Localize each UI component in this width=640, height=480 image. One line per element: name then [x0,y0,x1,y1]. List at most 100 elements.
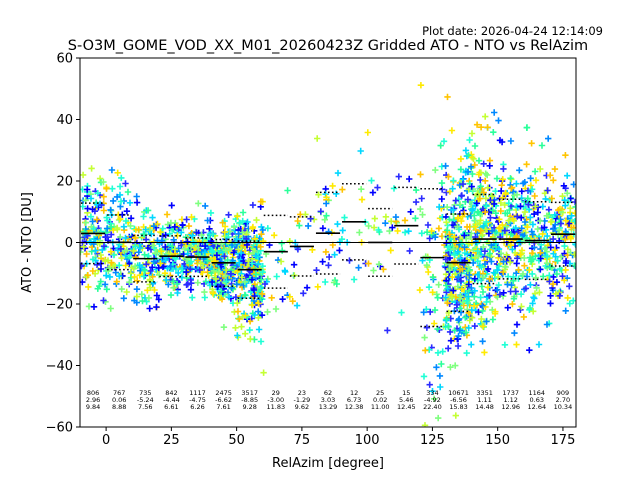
data-point [532,253,539,260]
data-point [553,279,561,286]
data-point [185,222,193,230]
data-point [323,194,330,201]
data-point [471,275,478,282]
data-point [486,250,493,257]
data-point [440,138,448,145]
bin-annotations: 8062.969.847670.068.88735-5.247.56842-4.… [86,389,572,411]
data-point [543,260,551,267]
data-point [515,266,522,273]
bin-count-label: 767 [113,389,125,397]
data-point [112,269,119,276]
bin-count-label: 735 [139,389,151,397]
data-point [375,261,383,268]
data-point [350,276,358,283]
data-point [505,200,512,207]
data-point [155,271,163,279]
data-point [537,249,544,256]
data-point [199,264,207,271]
data-point [122,180,129,187]
data-point [83,250,90,258]
data-point [223,278,230,285]
data-point [482,177,489,184]
data-point [492,228,499,236]
data-point [509,300,516,308]
data-point [528,186,536,193]
data-point [434,349,442,356]
data-point [553,270,561,278]
data-point [450,222,458,229]
data-point [532,274,539,281]
data-point [371,215,378,222]
data-point [142,236,150,243]
data-point [131,273,138,281]
data-point [140,213,147,220]
data-point [417,82,425,89]
data-point [303,284,311,291]
data-point [456,305,464,312]
data-point [482,208,489,216]
data-point [234,213,241,220]
data-point [562,307,569,314]
y-tick-label: 20 [56,175,73,190]
data-point [486,275,493,282]
data-point [201,242,209,250]
data-point [127,215,135,222]
data-point [225,211,232,218]
data-point [159,225,166,232]
data-point [286,238,293,245]
bin-std-label: 12.64 [527,403,546,411]
y-tick-label: 40 [56,113,73,128]
data-point [428,227,435,235]
data-point [564,246,571,253]
data-point [479,288,487,296]
data-point [252,271,260,278]
data-point [446,254,453,262]
data-point [479,231,486,239]
data-point [325,262,332,269]
data-point [561,277,568,284]
data-point [395,173,402,180]
data-point [487,214,494,221]
data-point [341,214,348,221]
data-point [204,217,211,224]
data-point [279,247,286,254]
bin-std-label: 9.84 [86,403,100,411]
data-point [209,286,216,293]
data-point [564,221,571,228]
data-point [168,202,175,209]
data-point [183,268,190,276]
data-point [382,220,389,227]
data-point [547,244,554,251]
data-point [490,129,497,136]
data-point [512,224,519,232]
data-point [529,231,536,238]
data-point [97,278,104,285]
bin-mean-label: 1.12 [503,396,517,404]
data-point [101,281,109,288]
data-point [480,243,487,251]
data-point [149,214,156,221]
data-point [536,217,544,225]
data-point [149,264,156,271]
data-point [527,281,534,288]
data-point [431,306,439,314]
data-point [457,309,465,316]
data-point [242,330,249,337]
y-tick-label: −40 [46,359,73,374]
data-point [195,200,202,207]
data-point [125,260,133,267]
data-point [501,201,508,209]
data-point [526,306,533,313]
data-point [478,263,485,271]
data-point [460,231,467,238]
bin-std-label: 11.83 [266,403,285,411]
data-point [494,266,501,274]
bin-mean-label: 3.03 [321,396,335,404]
data-point [272,305,280,313]
data-point [89,218,96,225]
data-point [103,185,110,192]
data-point [261,280,269,288]
data-point [331,251,338,258]
data-point [93,261,101,268]
data-point [484,184,492,191]
